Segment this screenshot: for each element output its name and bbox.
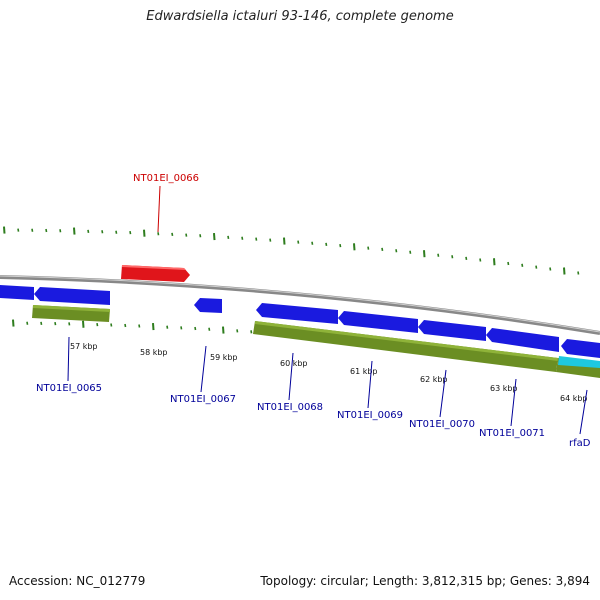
tick-major	[213, 232, 216, 241]
tick-minor	[507, 261, 510, 266]
tick-minor	[465, 256, 468, 261]
kbp-label: 61 kbp	[350, 367, 378, 376]
tick-major	[423, 250, 426, 258]
tick-major	[563, 267, 566, 275]
gene-arrow	[338, 311, 418, 333]
tick-minor	[26, 321, 29, 325]
gene-label-nt01ei-0066[interactable]: NT01EI_0066	[133, 173, 199, 184]
gene-arrow	[486, 328, 559, 352]
tick-minor	[521, 263, 524, 267]
gene-label-nt01ei-0065[interactable]: NT01EI_0065	[36, 383, 102, 394]
tick-minor	[180, 326, 183, 330]
gene-label-nt01ei-0069[interactable]: NT01EI_0069	[337, 410, 403, 421]
gene-label-nt01ei-0068[interactable]: NT01EI_0068	[257, 402, 323, 413]
tick-minor	[110, 323, 113, 327]
tick-minor	[236, 329, 239, 333]
gene-label-nt01ei-0067[interactable]: NT01EI_0067	[170, 394, 236, 405]
tick-minor	[157, 232, 160, 236]
tick-minor	[45, 228, 48, 233]
gene-arrow	[561, 339, 600, 358]
kbp-label: 57 kbp	[70, 342, 98, 351]
gene-arrow	[256, 303, 338, 324]
tick-minor	[54, 322, 57, 326]
tick-minor	[325, 242, 328, 247]
tick-minor	[199, 234, 202, 238]
tick-major	[152, 323, 155, 331]
tick-major	[353, 243, 356, 251]
tick-minor	[269, 238, 272, 242]
tick-marks-outer	[3, 226, 580, 275]
tick-minor	[535, 265, 538, 269]
tick-minor	[40, 321, 43, 326]
tick-major	[12, 319, 15, 327]
tick-minor	[451, 255, 454, 259]
tick-minor	[395, 249, 398, 253]
gene-label-nt01ei-0070[interactable]: NT01EI_0070	[409, 419, 475, 430]
genome-stats-text: Topology: circular; Length: 3,812,315 bp…	[260, 574, 590, 588]
genes-reverse	[0, 285, 600, 358]
feature-bars	[32, 305, 600, 378]
tick-minor	[115, 230, 118, 234]
tick-minor	[409, 250, 412, 254]
tick-minor	[138, 324, 141, 328]
tick-minor	[437, 253, 440, 257]
gene-arrow	[194, 298, 222, 313]
tick-minor	[255, 237, 258, 241]
tick-major	[3, 226, 6, 234]
tick-minor	[31, 228, 34, 232]
tick-minor	[479, 258, 482, 262]
tick-major	[143, 229, 146, 237]
kbp-label: 64 kbp	[560, 394, 588, 403]
gene-label-nt01ei-0071[interactable]: NT01EI_0071	[479, 428, 545, 439]
genome-backbone	[0, 275, 600, 335]
tick-minor	[185, 233, 188, 237]
tick-minor	[250, 330, 253, 334]
gene-arrow	[34, 287, 110, 305]
gene-leader-lines	[67, 185, 588, 435]
cds-bar	[253, 321, 558, 372]
tick-major	[283, 237, 286, 245]
tick-minor	[549, 267, 552, 271]
tick-minor	[129, 231, 132, 235]
tick-minor	[381, 247, 384, 252]
tick-minor	[17, 228, 20, 232]
tick-minor	[577, 271, 580, 275]
kbp-label: 60 kbp	[280, 359, 308, 368]
tick-minor	[297, 240, 300, 244]
tick-minor	[339, 243, 342, 248]
map-title: Edwardsiella ictaluri 93-146, complete g…	[146, 9, 454, 24]
kbp-label: 59 kbp	[210, 353, 238, 362]
tick-minor	[208, 327, 211, 331]
tick-minor	[59, 229, 62, 233]
gene-arrow	[0, 285, 34, 300]
gene-arrow	[418, 320, 486, 341]
gene-labels: NT01EI_0066 NT01EI_0065 NT01EI_0067 NT01…	[36, 173, 591, 449]
tick-minor	[68, 322, 71, 326]
tick-major	[222, 326, 225, 334]
gene-label-rfad[interactable]: rfaD	[569, 438, 591, 449]
tick-minor	[166, 325, 169, 329]
accession-text: Accession: NC_012779	[9, 574, 146, 588]
tick-minor	[194, 326, 197, 331]
tick-minor	[124, 323, 127, 328]
tick-major	[82, 320, 85, 328]
tick-major	[493, 258, 496, 266]
tick-minor	[241, 236, 244, 240]
tick-minor	[96, 322, 99, 327]
kbp-labels: 57 kbp 58 kbp 59 kbp 60 kbp 61 kbp 62 kb…	[70, 342, 588, 403]
tick-minor	[311, 241, 314, 245]
rna-bar	[558, 356, 600, 368]
tick-minor	[171, 232, 174, 237]
tick-minor	[367, 246, 370, 250]
tick-minor	[101, 230, 104, 234]
tick-minor	[227, 235, 230, 240]
kbp-label: 63 kbp	[490, 384, 518, 393]
tick-major	[73, 227, 76, 235]
kbp-label: 58 kbp	[140, 348, 168, 357]
tick-minor	[87, 229, 90, 234]
kbp-label: 62 kbp	[420, 375, 448, 384]
